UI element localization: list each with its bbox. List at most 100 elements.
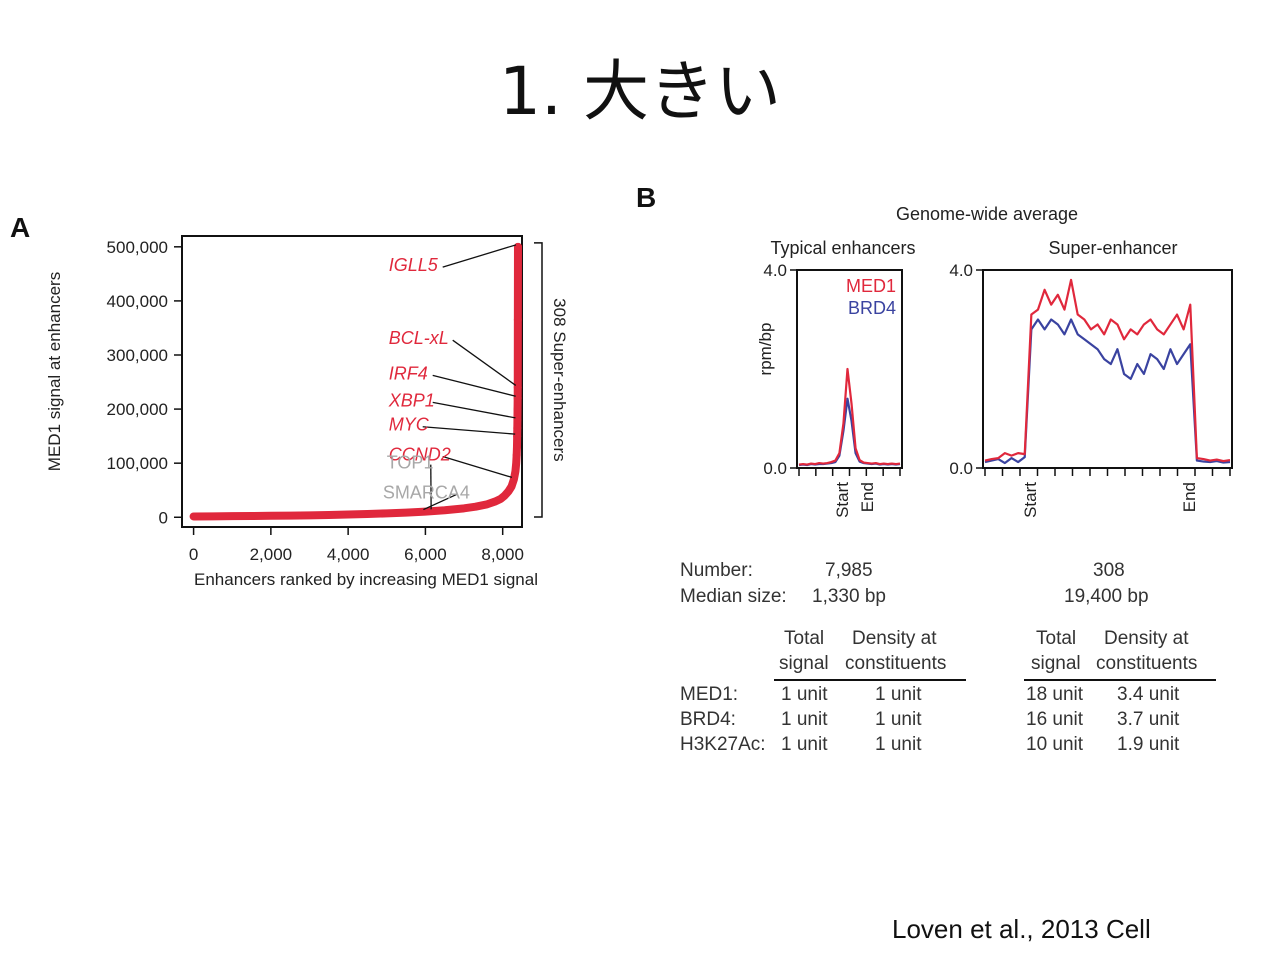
data-point <box>325 511 332 518</box>
plot-frame <box>181 235 523 528</box>
typical-total-cell: 1 unit <box>781 684 828 705</box>
x-label-start: Start <box>833 482 852 518</box>
super-table-rule <box>1024 679 1216 681</box>
y-tick-label: 100,000 <box>107 454 168 473</box>
gene-label-bcl-xl: BCL-xL <box>389 328 449 348</box>
y-tick-label: 0.0 <box>763 459 787 478</box>
super-total-header-2: signal <box>1031 653 1081 674</box>
row-label: BRD4: <box>680 709 736 730</box>
data-point <box>505 488 512 495</box>
x-label-end: End <box>858 482 877 512</box>
y-axis-label: rpm/bp <box>756 323 775 376</box>
data-point <box>229 513 236 520</box>
slide-title: 1. 大きい <box>499 53 781 130</box>
data-point <box>513 405 522 414</box>
typical-table-rule <box>774 679 966 681</box>
super-density-cell: 3.7 unit <box>1117 709 1180 730</box>
super-number: 308 <box>1093 560 1125 581</box>
data-point <box>512 451 521 460</box>
x-tick-label: 4,000 <box>327 545 370 564</box>
number-label: Number: <box>680 560 753 581</box>
bracket-label: 308 Super-enhancers <box>550 298 569 462</box>
gene-label-smarca4: SMARCA4 <box>383 482 470 502</box>
data-point <box>491 498 498 505</box>
gene-label-irf4: IRF4 <box>389 363 428 383</box>
y-tick-label: 4.0 <box>763 261 787 280</box>
data-point <box>513 424 522 433</box>
data-point <box>513 383 522 392</box>
data-point <box>513 315 522 324</box>
label-leader <box>432 374 516 397</box>
gene-label-ccnd2: CCND2 <box>389 444 451 464</box>
gene-label-igll5: IGLL5 <box>389 255 439 275</box>
series-line <box>189 242 522 521</box>
super-total-cell: 16 unit <box>1026 709 1084 730</box>
label-leader <box>422 426 516 435</box>
typical-density-cell: 1 unit <box>875 734 922 755</box>
y-tick-label: 0 <box>159 508 168 527</box>
data-point <box>190 513 197 520</box>
series-med1-line <box>984 278 1231 463</box>
label-leader <box>452 339 517 386</box>
typical-density-cell: 1 unit <box>875 709 922 730</box>
super-total-header-1: Total <box>1036 628 1077 649</box>
gene-label-top1: TOP1 <box>387 453 434 473</box>
data-point <box>209 513 216 520</box>
data-point <box>461 505 468 512</box>
typical-median: 1,330 bp <box>812 586 886 607</box>
panel-b-chart: Genome-wide average Typical enhancers 0.0 4… <box>756 204 1233 518</box>
panel-a-chart: 0 100,000 200,000 300,000 400,000 500,000 0 2,0… <box>45 235 569 589</box>
y-tick-label: 4.0 <box>949 261 973 280</box>
typical-total-header-1: Total <box>784 628 825 649</box>
data-point <box>248 513 255 520</box>
legend-brd4: BRD4 <box>848 298 896 318</box>
data-point <box>383 510 390 517</box>
super-density-cell: 1.9 unit <box>1117 734 1180 755</box>
data-point <box>513 432 522 441</box>
data-point <box>513 460 520 467</box>
x-axis-label: Enhancers ranked by increasing MED1 sign… <box>194 570 538 589</box>
row-label: MED1: <box>680 684 739 705</box>
y-axis-label: MED1 signal at enhancers <box>45 272 64 471</box>
super-enhancer-bracket <box>534 242 543 518</box>
data-point <box>484 501 491 508</box>
panel-b-letter: B <box>636 182 657 213</box>
typical-density-header-1: Density at <box>852 628 937 649</box>
panel-a-letter: A <box>10 212 31 243</box>
median-label: Median size: <box>680 586 787 607</box>
data-point <box>501 492 508 499</box>
label-leader <box>423 493 458 511</box>
data-point <box>287 512 294 519</box>
legend-med1: MED1 <box>846 276 896 296</box>
label-leader <box>442 455 513 479</box>
data-point <box>472 503 479 510</box>
data-point <box>512 468 519 475</box>
x-label-end: End <box>1180 482 1199 512</box>
gene-label-myc: MYC <box>389 415 430 435</box>
data-point <box>510 476 517 483</box>
data-point <box>403 509 410 516</box>
y-tick-label: 0.0 <box>949 459 973 478</box>
x-tick-label: 8,000 <box>481 545 524 564</box>
super-density-header-2: constituents <box>1096 653 1198 674</box>
series-brd4-line <box>798 397 901 467</box>
typical-total-header-2: signal <box>779 653 829 674</box>
data-point <box>345 511 352 518</box>
typical-total-cell: 1 unit <box>781 709 828 730</box>
label-leader <box>442 244 517 268</box>
typical-total-cell: 1 unit <box>781 734 828 755</box>
x-tick-label: 2,000 <box>250 545 293 564</box>
y-tick-label: 300,000 <box>107 346 168 365</box>
data-point <box>267 512 274 519</box>
row-label: H3K27Ac: <box>680 734 766 755</box>
data-point <box>364 511 371 518</box>
typical-density-cell: 1 unit <box>875 684 922 705</box>
x-tick-label: 0 <box>189 545 198 564</box>
typical-title: Typical enhancers <box>770 238 915 258</box>
label-leader <box>432 401 516 419</box>
super-total-cell: 10 unit <box>1026 734 1084 755</box>
super-title: Super-enhancer <box>1048 238 1177 258</box>
series-med1-line <box>798 367 901 466</box>
data-point <box>422 508 429 515</box>
data-point <box>513 242 522 251</box>
